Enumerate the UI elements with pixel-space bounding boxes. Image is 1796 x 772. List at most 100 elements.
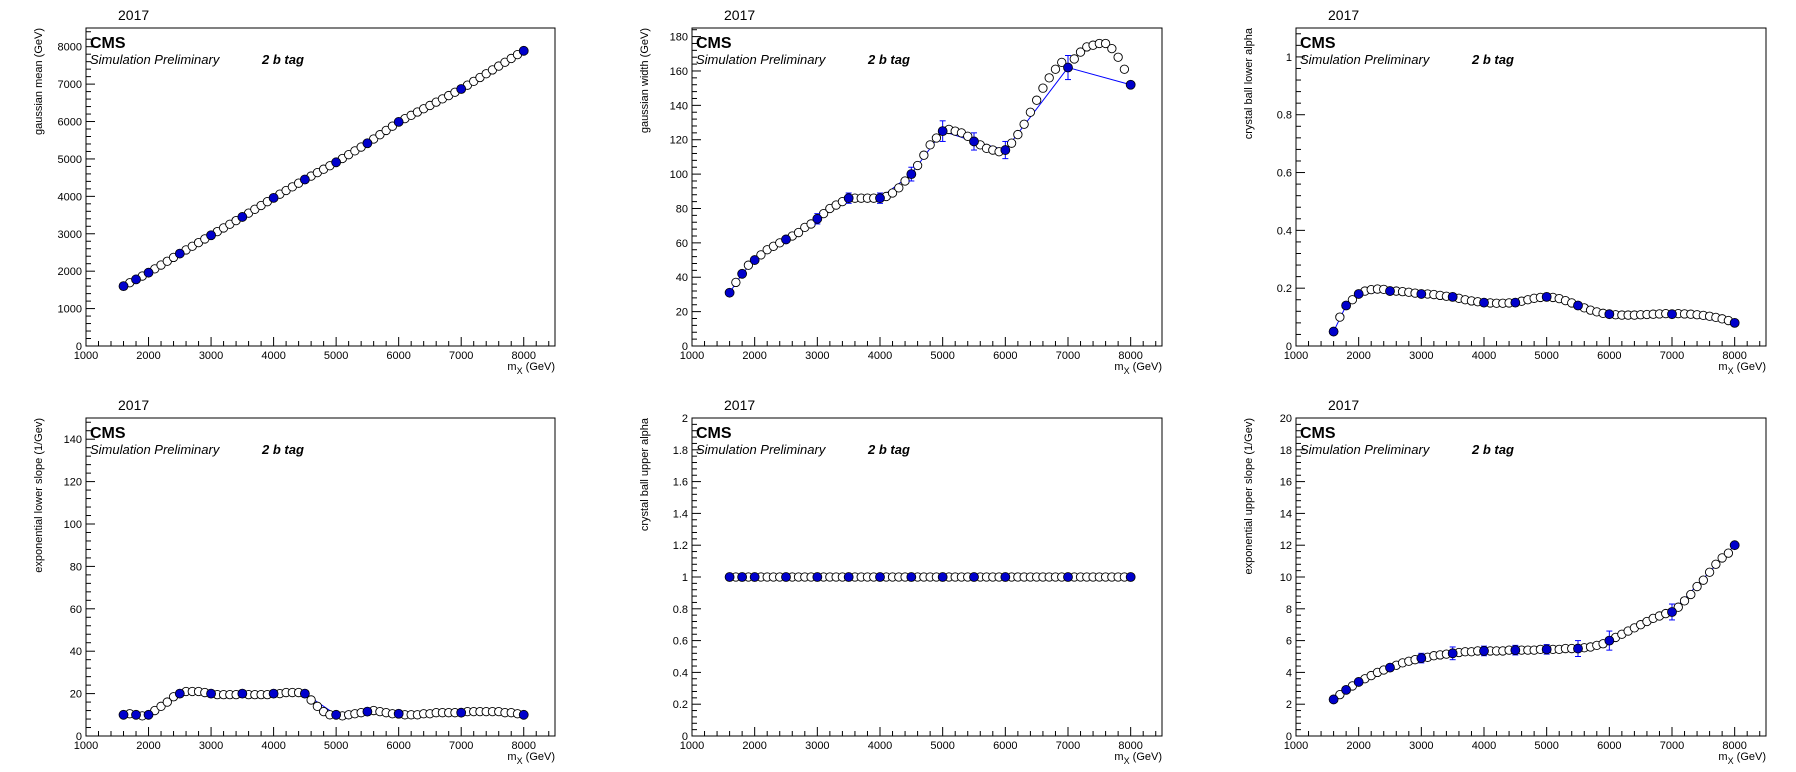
interpolated-point [925, 140, 935, 150]
x-tick-label: 2000 [1346, 350, 1370, 362]
cms-label: CMS [1300, 425, 1336, 442]
x-tick-label: 3000 [199, 740, 223, 752]
x-tick-label: 4000 [261, 350, 285, 362]
fit-point [1353, 677, 1364, 687]
interpolated-point [1006, 138, 1017, 148]
interpolated-point [731, 277, 741, 288]
y-tick-label: 2000 [58, 266, 82, 278]
y-tick-label: 18 [1280, 445, 1292, 457]
interpolated-point [1038, 83, 1048, 93]
y-tick-label: 80 [70, 561, 82, 573]
fit-series-line [729, 66, 1131, 293]
y-axis-title: exponential upper slope (1/Gev) [1243, 418, 1255, 575]
interpolated-point [793, 227, 804, 238]
interpolated-point [1692, 581, 1702, 592]
fit-point [1447, 648, 1458, 659]
fit-point [362, 138, 373, 149]
x-tick-label: 1000 [1284, 740, 1308, 752]
y-tick-label: 1.6 [673, 477, 688, 489]
fit-point [906, 572, 917, 582]
category-label: 2 b tag [1471, 442, 1514, 457]
y-tick-label: 120 [670, 135, 688, 147]
y-tick-label: 14 [1280, 508, 1292, 520]
year-label: 2017 [118, 7, 149, 23]
interpolated-point [919, 150, 929, 160]
fit-point [299, 174, 310, 185]
y-axis-title: gaussian mean (GeV) [33, 28, 45, 135]
interpolated-point [1100, 38, 1111, 49]
y-tick-label: 4 [1286, 667, 1292, 679]
fit-point [143, 709, 154, 720]
y-tick-label: 10 [1280, 572, 1292, 584]
fit-point [1341, 300, 1352, 311]
fit-point [1385, 662, 1395, 673]
y-tick-label: 16 [1280, 477, 1292, 489]
fit-point [1479, 297, 1489, 308]
y-axis-title: exponential lower slope (1/Gev) [33, 418, 45, 573]
fit-point [1063, 572, 1073, 582]
fit-point [456, 707, 467, 718]
plot-panel-6: 1000 2000 3000 4000 5000 6000 7000 8000 0 2 4 6 8 10 1… [1243, 397, 1767, 766]
fit-point [843, 193, 854, 204]
fit-point [456, 84, 467, 94]
interpolated-point [375, 130, 385, 140]
status-label: Simulation Preliminary [696, 52, 827, 67]
y-tick-label: 100 [670, 169, 688, 181]
fit-point [1125, 79, 1136, 90]
interpolated-point [1057, 57, 1067, 68]
y-tick-label: 0.2 [1277, 283, 1292, 295]
x-tick-label: 2000 [742, 740, 766, 752]
year-label: 2017 [1328, 397, 1359, 413]
interpolated-point [1711, 559, 1721, 569]
y-tick-label: 60 [70, 604, 82, 616]
x-tick-label: 8000 [1722, 350, 1746, 362]
y-tick-label: 100 [64, 519, 82, 531]
interpolated-point [1032, 95, 1042, 105]
y-tick-label: 0 [1286, 341, 1292, 353]
cms-label: CMS [696, 425, 732, 442]
fit-point [237, 688, 248, 699]
plot-frame [85, 417, 556, 737]
fit-point [906, 169, 917, 180]
y-tick-label: 1.4 [673, 508, 688, 520]
fit-point [1729, 540, 1740, 551]
year-label: 2017 [1328, 7, 1359, 23]
y-axis-title: crystal ball lower alpha [1243, 27, 1255, 139]
cms-label: CMS [696, 35, 732, 52]
x-tick-label: 6000 [993, 350, 1017, 362]
y-tick-label: 0 [682, 341, 688, 353]
y-tick-label: 0 [682, 731, 688, 743]
fit-point [1573, 643, 1583, 654]
fit-point [1385, 286, 1395, 296]
fit-point [1328, 694, 1339, 705]
fit-point [268, 688, 279, 699]
cms-label: CMS [90, 425, 126, 442]
y-tick-label: 0.8 [1277, 110, 1292, 122]
x-tick-label: 6000 [1597, 740, 1621, 752]
interpolated-point [887, 188, 898, 198]
x-tick-label: 2000 [136, 350, 160, 362]
x-tick-label: 5000 [930, 740, 954, 752]
fit-point [393, 708, 404, 719]
interpolated-point [1044, 73, 1054, 83]
y-tick-label: 0 [76, 731, 82, 743]
interpolated-point [963, 131, 973, 141]
interpolated-point [162, 697, 172, 707]
interpolated-point [900, 176, 910, 186]
fit-point [1479, 646, 1489, 656]
x-tick-label: 7000 [1660, 740, 1684, 752]
fit-point [749, 572, 760, 582]
interpolated-point [1679, 596, 1690, 606]
fit-point [843, 572, 854, 582]
interpolated-point [312, 701, 323, 711]
plot-panel-1: 1000 2000 3000 4000 5000 6000 7000 800001000200… [33, 7, 556, 376]
y-tick-label: 6 [1286, 636, 1292, 648]
fit-point [174, 688, 185, 699]
interpolated-point [381, 125, 391, 136]
fit-point [1000, 145, 1011, 155]
x-tick-label: 3000 [805, 740, 829, 752]
fit-point [206, 688, 216, 699]
fit-point [299, 688, 310, 699]
y-tick-label: 1.8 [673, 445, 688, 457]
fit-point [875, 193, 885, 204]
